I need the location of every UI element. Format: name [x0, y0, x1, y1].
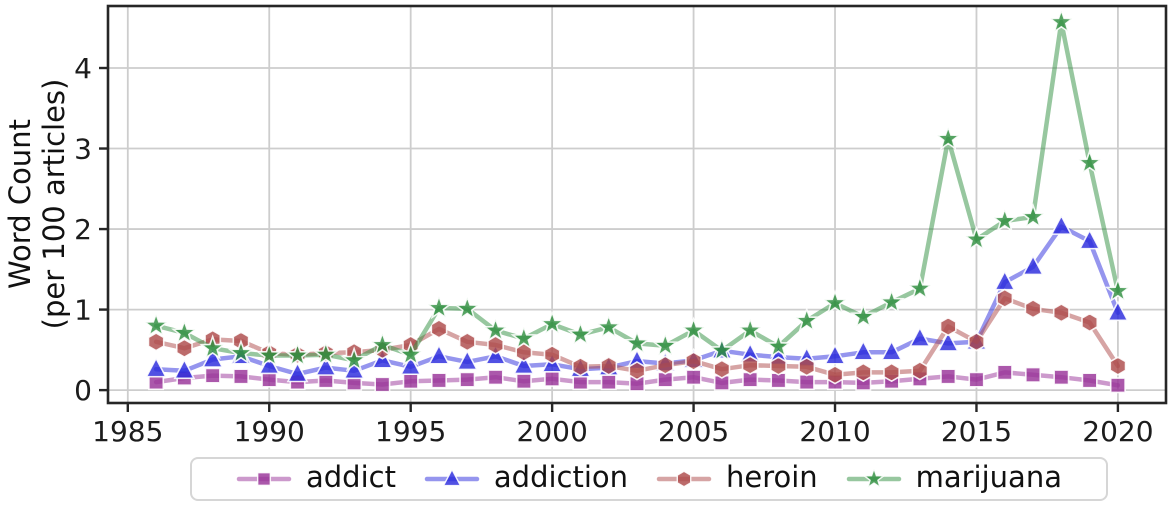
svg-text:2005: 2005	[658, 415, 729, 448]
legend-label-addict: addict	[306, 460, 396, 494]
legend-item-addiction: addiction	[424, 463, 628, 495]
svg-text:2010: 2010	[799, 415, 870, 448]
svg-text:2020: 2020	[1082, 415, 1153, 448]
legend-label-marijuana: marijuana	[915, 460, 1062, 494]
svg-text:1: 1	[74, 294, 92, 327]
legend-item-heroin: heroin	[656, 463, 818, 495]
legend-item-addict: addict	[236, 463, 396, 495]
svg-text:2015: 2015	[941, 415, 1012, 448]
svg-text:2: 2	[74, 213, 92, 246]
legend-label-heroin: heroin	[725, 460, 818, 494]
svg-text:1985: 1985	[92, 415, 163, 448]
legend-addiction-triangle-marker-icon	[424, 468, 480, 487]
svg-text:0: 0	[74, 374, 92, 407]
svg-text:1990: 1990	[234, 415, 305, 448]
chart-legend: addict addiction heroin marijuana	[190, 457, 1108, 501]
svg-text:(per 100 articles): (per 100 articles)	[37, 79, 71, 330]
legend-item-marijuana: marijuana	[846, 463, 1062, 495]
legend-heroin-hexagon-marker-icon	[656, 470, 712, 488]
svg-text:3: 3	[74, 133, 92, 166]
legend-label-addiction: addiction	[493, 460, 629, 494]
svg-text:2000: 2000	[517, 415, 588, 448]
legend-addict-square-marker-icon	[236, 471, 292, 487]
chart-canvas: 1985 1990 1995 2000 2005 2010 2015 2020 0 1 2 3 4 Wor…	[3, 4, 1168, 448]
svg-text:4: 4	[74, 52, 92, 85]
legend-marijuana-star-marker-icon	[846, 466, 901, 489]
svg-text:Word Count: Word Count	[3, 119, 37, 289]
svg-text:1995: 1995	[375, 415, 446, 448]
